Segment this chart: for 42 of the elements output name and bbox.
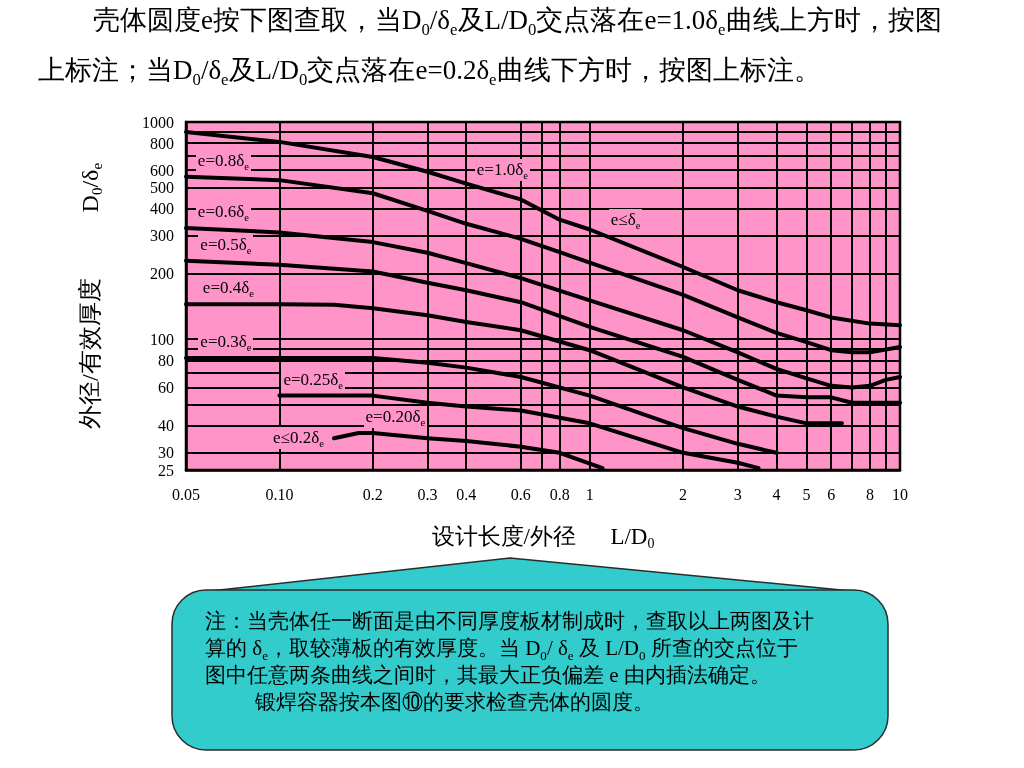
x-tick-label: 0.4: [456, 485, 477, 503]
x-tick-label: 0.3: [417, 485, 438, 503]
x-tick-label: 4: [772, 485, 781, 503]
x-tick-label: 1: [585, 485, 594, 503]
annotation: e=0.20δ$_{e}$: [363, 406, 428, 429]
y-tick-label: 60: [158, 378, 174, 396]
annotation: e=0.4δ$_{e}$: [200, 277, 256, 300]
x-tick-label: 10: [892, 485, 908, 503]
y-tick-label: 40: [158, 417, 174, 435]
y-tick-label: 25: [158, 461, 174, 479]
annotation: e=0.5δ$_{e}$: [198, 234, 254, 257]
y-tick-label: 30: [158, 444, 174, 462]
y-tick-label: 200: [150, 265, 174, 283]
x-tick-label: 3: [733, 485, 742, 503]
annotation: e≤δ$_{e}$: [608, 209, 643, 232]
y-tick-label: 500: [150, 178, 174, 196]
x-tick-label: 8: [865, 485, 874, 503]
text: 注：当壳体任一断面是由不同厚度板材制成时，查取以上两图及计算的 δ$_{e}$，取较薄板的有效厚度。当 D$_{0}$/ δ$_{e}$ 及 L/D$_{0}$ 所查的交点位于图中任意两条曲线之间时，其最大正负偏差 e 由内插法确定。: [205, 609, 814, 687]
y-axis-title: 外径/有效厚度 D0/δe: [76, 162, 105, 430]
y-tick-label: 100: [150, 330, 174, 348]
annotation: e=0.25δ$_{e}$: [281, 368, 345, 391]
x-tick-label: 0.2: [362, 485, 383, 503]
x-tick-label: 0.6: [510, 485, 531, 503]
x-tick-label: 0.10: [265, 485, 294, 503]
y-tick-label: 800: [150, 134, 174, 152]
chart-title: 壳体圆度e按下图查取，当D$_{0}$/δ$_{e}$及L/D$_{0}$交点落在e=1.0δ$_{e}$曲线上方时，按图上标注；当D$_{0}$/δ$_{e}$及L/D$_{0}$交点落在e=0.2δ$_{e}$曲线下方时，按图上标注。: [38, 5, 942, 90]
annotation: e=0.8δ$_{e}$: [195, 150, 251, 173]
annotation: e=0.6δ$_{e}$: [195, 201, 251, 224]
annotation: e=0.3δ$_{e}$: [198, 330, 254, 354]
text: 锻焊容器按本图⑩的要求检查壳体的圆度。: [254, 689, 655, 716]
y-tick-label: 400: [150, 199, 174, 217]
annotation: e≤0.2δ$_{e}$: [271, 427, 326, 450]
y-tick-label: 80: [158, 351, 174, 369]
x-tick-label: 0.05: [172, 485, 200, 503]
x-tick-label: 2: [679, 485, 688, 503]
x-tick-label: 6: [827, 485, 836, 503]
y-tick-label: 1000: [142, 113, 174, 131]
x-tick-label: 0.8: [549, 485, 570, 503]
y-tick-label: 300: [150, 227, 174, 245]
y-tick-label: 600: [150, 161, 174, 179]
x-tick-label: 5: [802, 485, 811, 503]
annotation: e=1.0δ$_{e}$: [474, 158, 530, 181]
